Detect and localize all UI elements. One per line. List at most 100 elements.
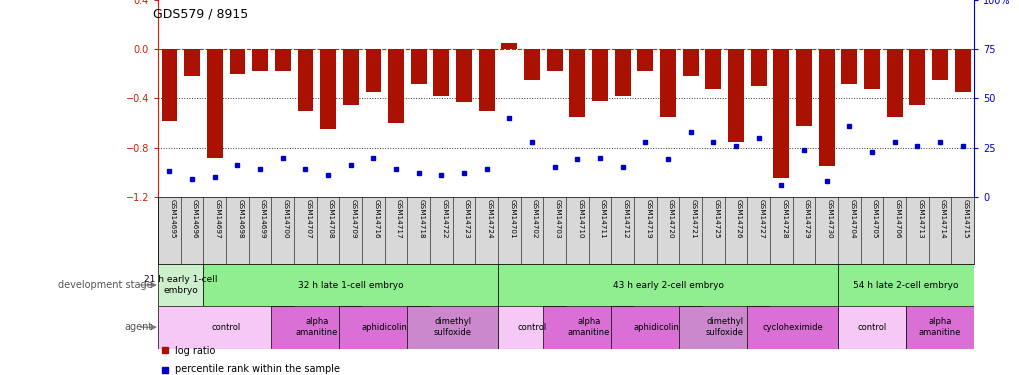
Bar [455,49,472,102]
Text: GSM14703: GSM14703 [554,199,560,238]
Bar [905,306,973,349]
Text: control: control [517,322,546,332]
Bar [841,49,857,84]
Bar [501,43,517,49]
Text: percentile rank within the sample: percentile rank within the sample [175,364,340,374]
Bar [497,264,838,306]
Text: aphidicolin: aphidicolin [362,322,408,332]
Text: GSM14727: GSM14727 [758,199,764,238]
Text: GSM14707: GSM14707 [305,199,311,238]
Text: 21 h early 1-cell
embryо: 21 h early 1-cell embryо [144,275,217,295]
Text: alpha
amanitine: alpha amanitine [296,318,337,337]
Text: GSM14726: GSM14726 [736,199,742,238]
Text: GSM14702: GSM14702 [532,199,538,238]
Bar [161,49,177,121]
Bar [796,49,811,126]
Text: GSM14721: GSM14721 [690,199,696,238]
Text: GSM14728: GSM14728 [781,199,787,238]
Bar [838,306,905,349]
Text: GDS579 / 8915: GDS579 / 8915 [153,8,248,21]
Text: GSM14699: GSM14699 [260,199,266,238]
Bar [543,306,634,349]
Bar [229,49,246,74]
Bar [679,306,769,349]
Bar [478,49,494,111]
Bar [592,49,607,101]
Bar [682,49,698,76]
Text: log ratio: log ratio [175,346,216,355]
Bar [909,49,924,105]
Bar [320,49,335,129]
Bar [252,49,268,71]
Bar [203,264,497,306]
Bar [342,49,359,105]
Text: GSM14713: GSM14713 [916,199,922,238]
Bar [207,49,222,158]
Text: GSM14718: GSM14718 [419,199,424,238]
Bar [274,49,290,71]
Text: GSM14715: GSM14715 [962,199,968,238]
Text: control: control [857,322,886,332]
Bar [158,264,203,306]
Text: GSM14720: GSM14720 [667,199,674,238]
Bar [497,306,566,349]
Text: GSM14704: GSM14704 [849,199,855,238]
Bar [750,49,766,86]
Text: GSM14724: GSM14724 [486,199,492,238]
Text: dimethyl
sulfoxide: dimethyl sulfoxide [433,318,472,337]
Bar [184,49,200,76]
Text: dimethyl
sulfoxide: dimethyl sulfoxide [705,318,743,337]
Text: GSM14706: GSM14706 [894,199,900,238]
Bar [610,306,701,349]
Bar [747,306,838,349]
Text: GSM14730: GSM14730 [826,199,832,238]
Text: GSM14710: GSM14710 [577,199,583,238]
Text: development stage: development stage [58,280,153,290]
Bar [407,306,497,349]
Text: 32 h late 1-cell embryo: 32 h late 1-cell embryo [298,280,404,290]
Bar [433,49,449,96]
Text: GSM14695: GSM14695 [169,199,175,238]
Bar [772,49,789,178]
Text: GSM14712: GSM14712 [623,199,628,238]
Bar [659,49,676,117]
Bar [365,49,381,92]
Bar [838,264,973,306]
Text: GSM14729: GSM14729 [803,199,809,238]
Text: GSM14709: GSM14709 [351,199,357,238]
Text: alpha
amanitine: alpha amanitine [918,318,960,337]
Bar [271,306,362,349]
Text: GSM14719: GSM14719 [645,199,651,238]
Text: GSM14725: GSM14725 [712,199,718,238]
Text: GSM14717: GSM14717 [395,199,401,238]
Bar [158,306,293,349]
Text: cycloheximide: cycloheximide [761,322,822,332]
Bar [524,49,539,80]
Text: GSM14698: GSM14698 [237,199,244,238]
Text: GSM14711: GSM14711 [599,199,605,238]
Bar [705,49,720,88]
Text: 43 h early 2-cell embryo: 43 h early 2-cell embryo [612,280,722,290]
Bar [614,49,630,96]
Text: GSM14722: GSM14722 [441,199,447,238]
Text: alpha
amanitine: alpha amanitine [567,318,609,337]
Text: 54 h late 2-cell embryo: 54 h late 2-cell embryo [853,280,958,290]
Text: GSM14701: GSM14701 [508,199,515,238]
Text: GSM14696: GSM14696 [192,199,198,238]
Bar [411,49,426,84]
Text: GSM14708: GSM14708 [328,199,334,238]
Text: aphidicolin: aphidicolin [633,322,679,332]
Text: GSM14697: GSM14697 [215,199,220,238]
Text: control: control [211,322,240,332]
Text: GSM14716: GSM14716 [373,199,379,238]
Bar [339,306,430,349]
Bar [569,49,585,117]
Text: agent: agent [124,322,153,332]
Bar [818,49,834,166]
Bar [886,49,902,117]
Text: GSM14705: GSM14705 [871,199,877,238]
Bar [728,49,743,141]
Bar [298,49,313,111]
Bar [931,49,947,80]
Bar [388,49,404,123]
